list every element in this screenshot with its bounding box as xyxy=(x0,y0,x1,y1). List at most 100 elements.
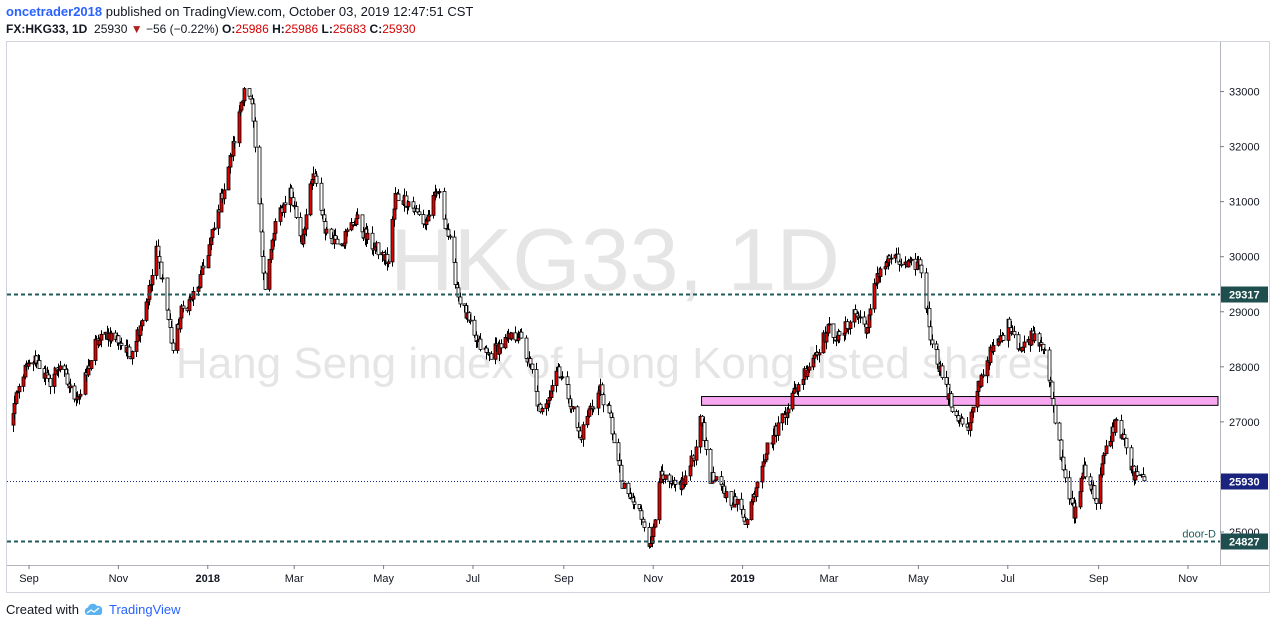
candle-body-down xyxy=(949,393,954,408)
candle-body-up xyxy=(93,339,98,361)
tradingview-link[interactable]: TradingView xyxy=(108,602,181,617)
candle-body-up xyxy=(138,325,143,336)
candle-body-down xyxy=(576,426,581,432)
candle-body-down xyxy=(610,417,615,435)
candle-body-up xyxy=(585,415,590,426)
candle xyxy=(991,339,996,355)
candle-body-down xyxy=(257,146,262,205)
candle-body-down xyxy=(181,305,186,309)
candle-body-down xyxy=(458,296,463,305)
candle-body-up xyxy=(848,321,853,330)
current-price-label-bg xyxy=(1221,473,1268,490)
candle-body-down xyxy=(853,309,858,315)
candle xyxy=(406,200,411,211)
close-label: C: xyxy=(369,22,383,36)
open-label: O: xyxy=(222,22,236,36)
candle-body-up xyxy=(991,344,996,352)
tradingview-cloud-icon xyxy=(84,603,103,615)
candle-body-up xyxy=(160,277,165,280)
candle xyxy=(878,266,883,283)
publisher-link[interactable]: oncetrader2018 xyxy=(6,4,103,19)
candle-body-down xyxy=(617,460,622,466)
candle-body-down xyxy=(607,404,612,414)
candle-body-down xyxy=(1083,464,1088,478)
candle-body-up xyxy=(210,229,215,239)
candle xyxy=(550,379,555,395)
candle xyxy=(1042,347,1047,355)
chart-frame xyxy=(6,41,1270,593)
candle-body-down xyxy=(928,326,933,341)
candle xyxy=(201,259,206,269)
candle-body-down xyxy=(253,120,258,148)
candle-body-down xyxy=(314,175,319,184)
candle-body-up xyxy=(550,385,555,392)
candle-body-up xyxy=(198,274,203,288)
candle-body-down xyxy=(1047,349,1052,381)
candle xyxy=(89,360,94,371)
candle-body-down xyxy=(1063,469,1068,479)
candle-body-up xyxy=(812,354,817,359)
candle xyxy=(324,226,329,236)
candle-body-down xyxy=(251,103,256,122)
candle-body-down xyxy=(557,366,562,378)
candle xyxy=(694,439,699,466)
candle xyxy=(472,315,477,338)
candle xyxy=(683,470,688,487)
candle-body-down xyxy=(37,360,42,369)
candle xyxy=(566,384,571,404)
candle-body-down xyxy=(446,229,451,237)
candle xyxy=(58,360,63,373)
candle-body-up xyxy=(969,411,974,424)
candle-body-down xyxy=(862,316,867,325)
candle-body-down xyxy=(513,332,518,341)
candle xyxy=(509,332,514,341)
candle xyxy=(207,237,212,257)
last-price: 25930 xyxy=(94,22,128,36)
candle xyxy=(21,374,26,392)
candle-body-up xyxy=(909,258,914,261)
candle xyxy=(528,356,533,370)
candle xyxy=(663,474,668,484)
candle xyxy=(831,323,836,344)
candle xyxy=(817,349,822,363)
candle-body-up xyxy=(270,239,275,250)
candle-body-up xyxy=(437,191,442,193)
x-tick-label: 2019 xyxy=(730,573,754,585)
y-tick-label: 32000 xyxy=(1229,142,1260,154)
candle-body-up xyxy=(988,346,993,363)
candle xyxy=(837,330,842,343)
candle xyxy=(909,257,914,266)
candle xyxy=(160,274,165,283)
candle-body-down xyxy=(960,417,965,425)
candle-body-up xyxy=(130,351,135,360)
candle xyxy=(65,368,70,386)
candle-body-down xyxy=(739,498,744,510)
x-tick-label: Nov xyxy=(109,573,129,585)
x-tick-label: Sep xyxy=(19,573,39,585)
publish-text: published on TradingView.com, October 03… xyxy=(102,4,474,19)
candle-body-up xyxy=(393,192,398,210)
candle-body-up xyxy=(807,366,812,371)
candle xyxy=(639,505,644,526)
symbol-label[interactable]: FX:HKG33, 1D xyxy=(6,22,88,36)
candle xyxy=(48,374,53,395)
candle-body-down xyxy=(626,482,631,495)
candle-body-up xyxy=(683,475,688,485)
level-price-label-bg xyxy=(1221,533,1268,550)
candle-body-up xyxy=(571,406,576,410)
candle xyxy=(140,318,145,331)
candle-body-down xyxy=(954,411,959,416)
candle-body-up xyxy=(985,360,990,377)
candle-body-up xyxy=(724,491,729,498)
candle-body-down xyxy=(119,342,124,346)
candle xyxy=(253,117,258,153)
candle-body-up xyxy=(503,337,508,349)
candle-body-up xyxy=(14,392,19,404)
candle-body-down xyxy=(632,501,637,505)
candle xyxy=(760,465,765,489)
candle xyxy=(702,416,707,447)
candle xyxy=(1098,467,1103,510)
candle-body-up xyxy=(1102,453,1107,457)
candle xyxy=(345,227,350,237)
